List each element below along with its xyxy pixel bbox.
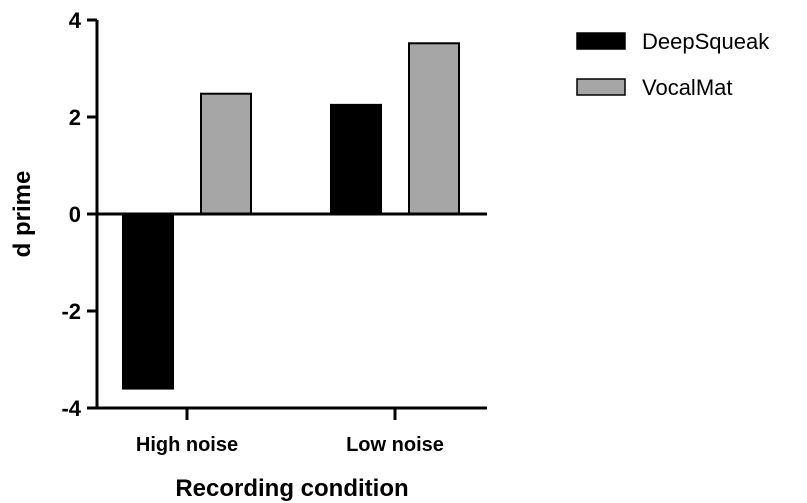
legend-label-vocalmat: VocalMat [642, 75, 733, 100]
bar-vocalmat-high-noise [200, 92, 252, 215]
legend-label-deepsqueak: DeepSqueak [642, 29, 770, 54]
bar-deepsqueak-high-noise [122, 213, 174, 390]
y-tick-label: -4 [61, 396, 81, 421]
bars-group [122, 42, 460, 390]
y-tick-label: 2 [69, 105, 81, 130]
legend: DeepSqueak VocalMat [576, 29, 770, 100]
axes-group: -4 -2 0 2 4 High noise Low noise [61, 8, 487, 456]
legend-swatch-vocalmat [576, 78, 626, 96]
legend-swatch-deepsqueak [576, 32, 626, 50]
x-category-label: Low noise [346, 434, 444, 456]
x-category-label: High noise [136, 434, 238, 456]
bar-deepsqueak-low-noise [330, 103, 382, 215]
x-axis-title: Recording condition [175, 475, 408, 502]
y-tick-label: 0 [69, 202, 81, 227]
y-tick-label: 4 [69, 8, 82, 33]
y-axis-title: d prime [9, 171, 36, 258]
bar-vocalmat-low-noise [408, 42, 460, 215]
y-tick-label: -2 [61, 299, 81, 324]
